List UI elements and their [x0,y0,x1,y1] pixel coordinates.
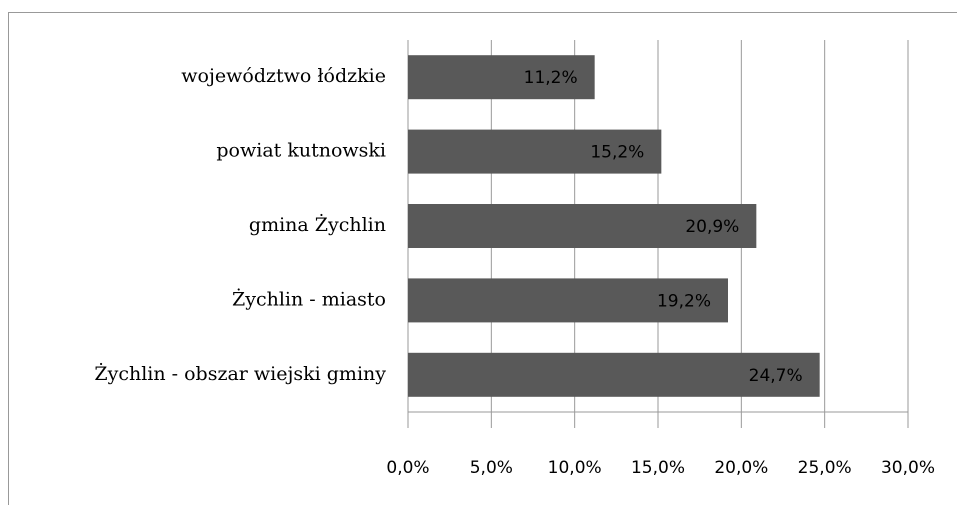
bar [408,352,820,397]
chart-frame [8,12,957,505]
bar [408,129,662,174]
value-label: 24,7% [749,366,803,386]
value-label: 19,2% [657,291,711,311]
x-tick-label: 10,0% [548,458,602,478]
y-tick-label: powiat kutnowski [216,140,386,162]
y-tick-label: województwo łódzkie [181,65,386,87]
x-tick-label: 25,0% [798,458,852,478]
x-tick-label: 30,0% [881,458,935,478]
y-tick-label: gmina Żychlin [249,213,386,236]
x-tick-label: 0,0% [386,458,429,478]
value-label: 20,9% [685,217,739,237]
y-tick-label: Żychlin - miasto [232,287,386,310]
value-label: 11,2% [524,68,578,88]
x-tick-label: 5,0% [470,458,513,478]
x-tick-label: 15,0% [631,458,685,478]
y-tick-label: Żychlin - obszar wiejski gminy [94,362,386,385]
value-label: 15,2% [590,143,644,163]
x-tick-label: 20,0% [714,458,768,478]
bar [408,55,595,100]
bar [408,278,728,323]
bar [408,204,757,248]
